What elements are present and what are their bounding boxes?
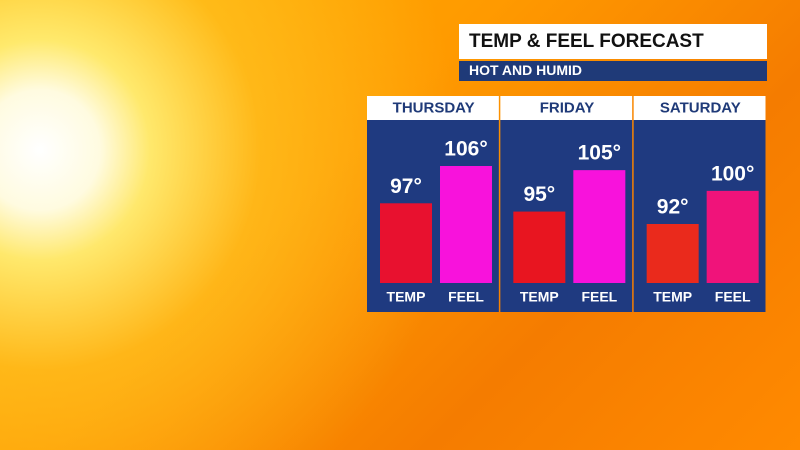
series-label: FEEL: [715, 289, 751, 305]
value-label: 106°: [444, 138, 487, 161]
series-label: TEMP: [520, 289, 559, 305]
value-label: 97°: [390, 175, 422, 198]
chart-subtitle: HOT AND HUMID: [469, 62, 582, 78]
series-label: TEMP: [653, 289, 692, 305]
day-label: THURSDAY: [393, 99, 475, 116]
day-header: [500, 96, 633, 120]
series-label: FEEL: [448, 289, 484, 305]
bar: [513, 211, 566, 283]
day-header: [367, 96, 499, 120]
series-label: TEMP: [387, 289, 426, 305]
title-box: [459, 24, 767, 59]
bar: [573, 170, 626, 283]
bar: [646, 224, 699, 283]
day-header: [633, 96, 766, 120]
series-label: FEEL: [581, 289, 617, 305]
bar: [440, 166, 492, 283]
subtitle-box: [459, 61, 767, 81]
value-label: 92°: [657, 196, 689, 219]
panels: THURSDAY 97° TEMP 106° FEEL FRIDAY 95° TEMP 105°…: [367, 96, 766, 312]
value-label: 95°: [523, 183, 555, 206]
day-label: FRIDAY: [540, 99, 594, 116]
value-label: 100°: [711, 162, 754, 185]
bar: [380, 203, 432, 283]
value-label: 105°: [578, 142, 621, 165]
bar: [706, 190, 759, 283]
chart-title: TEMP & FEEL FORECAST: [469, 31, 704, 52]
day-label: SATURDAY: [660, 99, 741, 116]
